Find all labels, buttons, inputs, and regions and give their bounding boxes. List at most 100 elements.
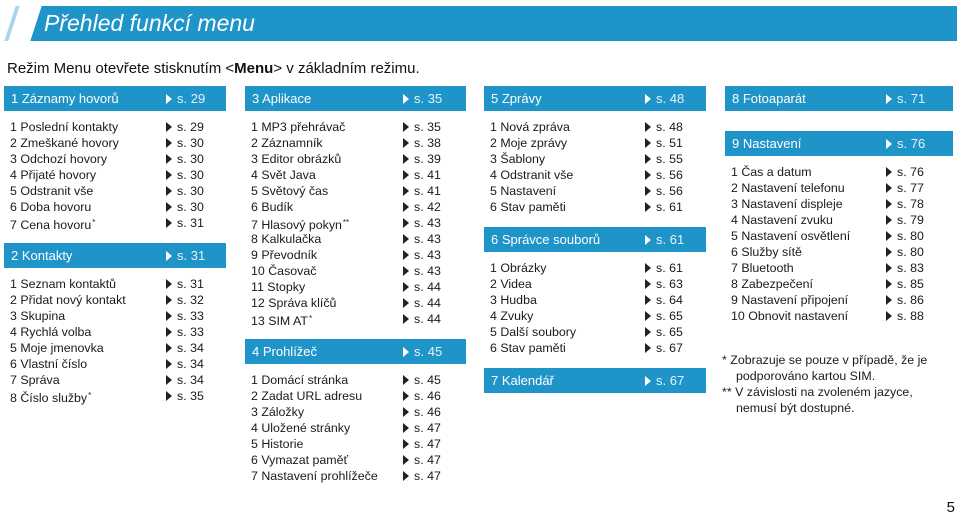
arrow-right-icon: [403, 314, 409, 324]
menu-item-page-ref: s. 30: [166, 183, 204, 199]
arrow-right-icon: [403, 471, 409, 481]
menu-item-label: 10 Obnovit nastavení: [731, 309, 849, 323]
arrow-right-icon: [645, 170, 651, 180]
menu-item: 1 Seznam kontaktů s. 31: [4, 276, 226, 292]
menu-item-page: s. 33: [177, 325, 204, 339]
menu-item: 2 Záznamník s. 38: [245, 135, 466, 151]
menu-item: 5 Další soubory s. 65: [484, 324, 706, 340]
arrow-right-icon: [403, 347, 409, 357]
menu-item-label: 9 Převodník: [251, 248, 318, 262]
section-header: 2 Kontakty s. 31: [4, 243, 226, 268]
menu-item: 3 Šablony s. 55: [484, 151, 706, 167]
menu-item-label: 6 Stav paměti: [490, 341, 566, 355]
arrow-right-icon: [403, 266, 409, 276]
section-page: s. 45: [414, 344, 443, 359]
menu-item-page: s. 78: [897, 197, 924, 211]
section-title: 9 Nastavení: [732, 136, 802, 151]
menu-item-page-ref: s. 30: [166, 135, 204, 151]
menu-item: 4 Rychlá volba s. 33: [4, 324, 226, 340]
arrow-right-icon: [886, 215, 892, 225]
menu-item: 6 Budík s. 42: [245, 199, 466, 215]
arrow-right-icon: [166, 218, 172, 228]
menu-item: 6 Vlastní číslo s. 34: [4, 356, 226, 372]
section-title: 7 Kalendář: [491, 373, 554, 388]
menu-item-page: s. 61: [656, 200, 683, 214]
arrow-right-icon: [403, 170, 409, 180]
arrow-right-icon: [886, 183, 892, 193]
arrow-right-icon: [403, 407, 409, 417]
menu-item: 3 Skupina s. 33: [4, 308, 226, 324]
arrow-right-icon: [645, 327, 651, 337]
menu-item-page-ref: s. 48: [645, 119, 683, 135]
menu-item-label: 5 Moje jmenovka: [10, 341, 104, 355]
section-page: s. 31: [177, 248, 206, 263]
menu-item-label: 3 Hudba: [490, 293, 537, 307]
section-page-ref: s. 29: [166, 86, 205, 111]
menu-item-page: s. 48: [656, 120, 683, 134]
menu-item-page-ref: s. 86: [886, 292, 924, 308]
note-line-1: * Zobrazuje se pouze v případě, že je: [722, 353, 928, 367]
menu-item-page: s. 30: [177, 136, 204, 150]
arrow-right-icon: [645, 376, 651, 386]
menu-item-page: s. 31: [177, 277, 204, 291]
arrow-right-icon: [403, 423, 409, 433]
menu-item: 1 Nová zpráva s. 48: [484, 119, 706, 135]
menu-item: 4 Svět Java s. 41: [245, 167, 466, 183]
menu-item-page: s. 44: [414, 312, 441, 326]
menu-item-label: 6 Budík: [251, 200, 294, 214]
menu-item-page-ref: s. 43: [403, 263, 441, 279]
menu-item-page: s. 30: [177, 168, 204, 182]
section-page-ref: s. 76: [886, 131, 925, 156]
menu-item-page: s. 43: [414, 232, 441, 246]
menu-item-label: 7 Nastavení prohlížeče: [251, 469, 378, 483]
menu-item-page: s. 46: [414, 389, 441, 403]
menu-item: 3 Odchozí hovory s. 30: [4, 151, 226, 167]
menu-item-page: s. 30: [177, 184, 204, 198]
arrow-right-icon: [886, 263, 892, 273]
menu-item: 7 Bluetooth s. 83: [725, 260, 953, 276]
menu-item-page: s. 29: [177, 120, 204, 134]
menu-item-page: s. 31: [177, 216, 204, 230]
section-header: 1 Záznamy hovorů s. 29: [4, 86, 226, 111]
menu-item-page-ref: s. 46: [403, 388, 441, 404]
menu-item: 3 Nastavení displeje s. 78: [725, 196, 953, 212]
menu-item-page-ref: s. 34: [166, 372, 204, 388]
arrow-right-icon: [166, 94, 172, 104]
section-header: 7 Kalendář s. 67: [484, 368, 706, 393]
arrow-right-icon: [645, 343, 651, 353]
menu-item-page-ref: s. 35: [166, 388, 204, 404]
menu-item: 8 Číslo služby* s. 35: [4, 388, 226, 405]
menu-item-page: s. 80: [897, 245, 924, 259]
menu-item: 7 Nastavení prohlížeče s. 47: [245, 468, 466, 484]
menu-item-page-ref: s. 63: [645, 276, 683, 292]
menu-item-page: s. 35: [177, 389, 204, 403]
footnote-marker: *: [92, 218, 96, 227]
intro-key: Menu: [234, 60, 274, 77]
section-title: 2 Kontakty: [11, 248, 73, 263]
menu-item-label: 12 Správa klíčů: [251, 296, 337, 310]
menu-item-page-ref: s. 34: [166, 356, 204, 372]
menu-item-page: s. 46: [414, 405, 441, 419]
menu-item: 2 Nastavení telefonu s. 77: [725, 180, 953, 196]
arrow-right-icon: [166, 279, 172, 289]
menu-item-page-ref: s. 45: [403, 372, 441, 388]
menu-item-label: 6 Vymazat paměť: [251, 453, 349, 467]
menu-item-page-ref: s. 46: [403, 404, 441, 420]
section-title: 3 Aplikace: [252, 91, 312, 106]
menu-item: 3 Editor obrázků s. 39: [245, 151, 466, 167]
menu-item-page: s. 61: [656, 261, 683, 275]
arrow-right-icon: [403, 154, 409, 164]
section-header: 3 Aplikace s. 35: [245, 86, 466, 111]
menu-item-page-ref: s. 85: [886, 276, 924, 292]
menu-item: 9 Nastavení připojení s. 86: [725, 292, 953, 308]
menu-item-page-ref: s. 44: [403, 279, 441, 295]
arrow-right-icon: [403, 439, 409, 449]
arrow-right-icon: [645, 279, 651, 289]
menu-item-page: s. 42: [414, 200, 441, 214]
menu-item-label: 4 Nastavení zvuku: [731, 213, 833, 227]
menu-item-page: s. 47: [414, 469, 441, 483]
menu-item-page-ref: s. 56: [645, 183, 683, 199]
page-number: 5: [946, 499, 955, 516]
menu-item-page: s. 65: [656, 309, 683, 323]
menu-item-label: 10 Časovač: [251, 264, 317, 278]
